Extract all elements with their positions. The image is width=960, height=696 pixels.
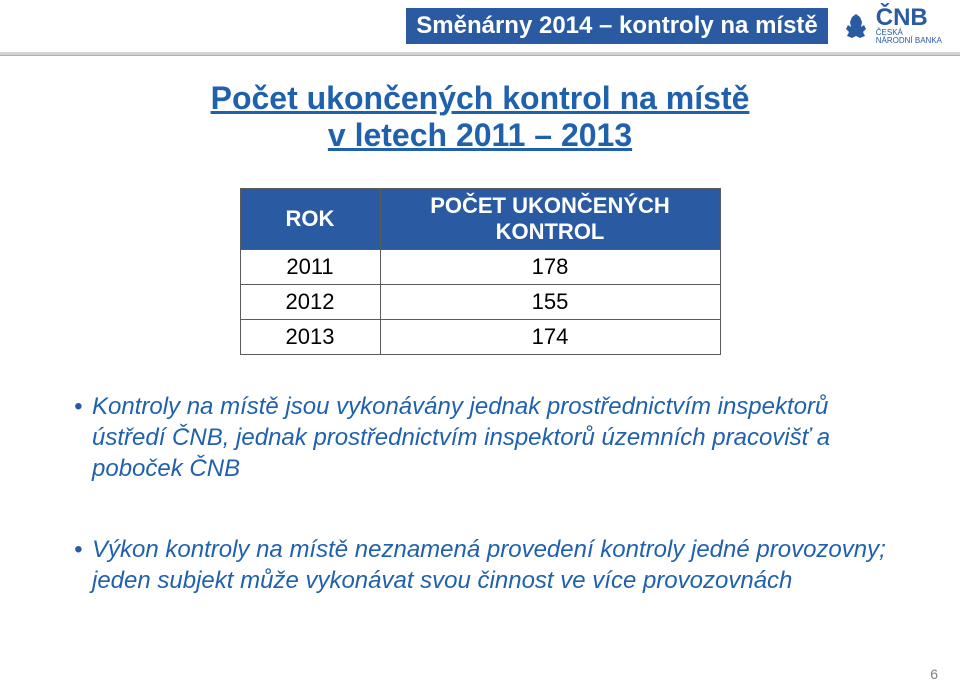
table-header-cell: ROK [240,188,380,249]
slide: Směnárny 2014 – kontroly na místě ČNB ČE… [0,0,960,696]
slide-heading: Počet ukončených kontrol na místě v lete… [70,80,890,154]
table-cell: 174 [380,319,720,354]
cnb-lion-icon [842,11,870,41]
table-row: 2012155 [240,284,720,319]
bullet-item: Kontroly na místě jsou vykonávány jednak… [70,391,890,485]
table-cell: 178 [380,249,720,284]
table-row: 2013174 [240,319,720,354]
slide-content: Počet ukončených kontrol na místě v lete… [0,56,960,597]
table-cell: 155 [380,284,720,319]
logo: ČNB ČESKÁ NÁRODNÍ BANKA [842,7,942,45]
page-number: 6 [930,666,938,682]
table-header-cell: POČET UKONČENÝCH KONTROL [380,188,720,249]
bullet-list: Kontroly na místě jsou vykonávány jednak… [70,391,890,597]
heading-line2: v letech 2011 – 2013 [328,117,632,153]
table-cell: 2012 [240,284,380,319]
data-table: ROK POČET UKONČENÝCH KONTROL 20111782012… [240,188,721,355]
table-header-row: ROK POČET UKONČENÝCH KONTROL [240,188,720,249]
table-row: 2011178 [240,249,720,284]
heading-line1: Počet ukončených kontrol na místě [211,80,750,116]
logo-sub-line2: NÁRODNÍ BANKA [876,37,942,45]
bullet-item: Výkon kontroly na místě neznamená proved… [70,534,890,596]
slide-header: Směnárny 2014 – kontroly na místě ČNB ČE… [0,0,960,52]
logo-main: ČNB [876,7,942,29]
header-title: Směnárny 2014 – kontroly na místě [406,8,828,44]
table-cell: 2011 [240,249,380,284]
table-cell: 2013 [240,319,380,354]
